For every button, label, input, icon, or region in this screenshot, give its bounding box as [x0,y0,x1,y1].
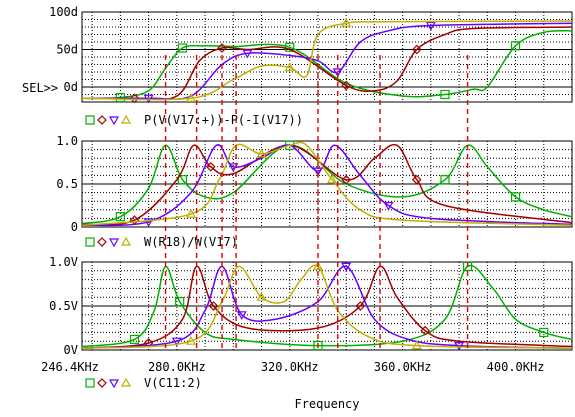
y-tick-label: 0V [64,343,78,357]
legend-label: W(R18)/W(V17) [144,235,238,249]
series-marker-3 [341,262,352,272]
series-marker-2 [411,44,422,55]
y-tick-label: 0 [71,220,78,234]
panel-frame [81,140,573,228]
selector-label: SEL>> [22,81,58,95]
series-marker-1 [510,41,521,51]
legend-label: V(C11:2) [144,376,202,390]
y-tick-label: 0.5 [56,177,78,191]
series-marker-1 [177,43,188,53]
series-marker-1 [175,297,185,307]
legend-marker-4 [120,377,132,387]
legend-marker-2 [97,237,107,247]
series-marker-2 [420,325,431,336]
series-marker-2 [341,80,352,91]
series-line-2 [81,143,573,226]
series-marker-4 [185,208,196,218]
legend-marker-2 [97,115,107,125]
series-marker-3 [143,94,154,104]
series-marker-3 [425,21,436,31]
series-marker-4 [312,261,324,270]
series-marker-3 [228,163,239,173]
series-marker-4 [185,335,196,345]
legend-marker-1 [85,115,95,125]
series-marker-2 [208,301,219,311]
series-line-3 [81,265,573,349]
panel-top: 100d 50d 0d SEL>> P(V(V17:+))-P(-I(V17)) [22,5,573,127]
series-line-3 [81,144,573,227]
series-marker-1 [539,327,549,337]
legend-marker-4 [120,236,132,246]
series-marker-1 [285,42,295,52]
series-marker-2 [205,161,216,172]
panel-middle: 1.0 0.5 0 W(R18)/W(V17) [56,134,573,249]
series-marker-1 [440,89,450,100]
series-marker-2 [411,174,422,185]
legend-marker-4 [120,114,132,124]
legend: V(C11:2) [85,376,202,390]
legend-marker-3 [108,379,120,389]
series-marker-4 [411,340,422,350]
y-tick-label: 50d [56,43,78,57]
legend-marker-3 [108,238,120,248]
y-tick-label: 100d [49,5,78,19]
series-marker-2 [355,301,366,311]
series-marker-3 [312,167,324,177]
series-marker-4 [256,148,267,158]
series-line-3 [81,22,573,100]
legend-marker-2 [97,378,107,388]
panel-frame [81,261,573,351]
series-marker-3 [236,311,247,321]
series-marker-4 [185,93,196,102]
panel-frame [81,11,573,103]
series-marker-1 [313,341,323,351]
x-tick-label: 360.0KHz [374,360,432,374]
x-tick-label: 246.4KHz [41,360,99,374]
series-line-4 [81,20,573,101]
series-marker-4 [256,291,267,301]
series-marker-2 [341,174,352,185]
legend-marker-3 [108,116,120,126]
series-marker-3 [143,218,154,228]
series-marker-1 [177,175,188,185]
y-tick-label: 0.5V [49,299,78,313]
series-line-4 [81,264,573,349]
series-marker-1 [115,212,125,222]
series-marker-2 [217,43,227,53]
series-marker-1 [440,175,450,185]
legend-marker-1 [85,378,95,388]
series-marker-1 [510,192,521,202]
series-marker-2 [129,93,140,104]
legend-marker-1 [85,237,95,247]
series-marker-1 [129,334,140,345]
series-line-1 [81,29,573,100]
x-tick-label: 400.0KHz [487,360,545,374]
y-tick-label: 1.0 [56,134,78,148]
series-marker-3 [171,337,182,347]
y-tick-label: 1.0V [49,255,78,269]
series-marker-4 [284,62,295,72]
legend: W(R18)/W(V17) [85,235,238,249]
x-axis-label: Frequency [294,397,359,411]
series-marker-4 [341,18,352,27]
x-tick-label: 320.0KHz [261,360,319,374]
series-marker-4 [327,174,338,184]
legend-label: P(V(V17:+))-P(-I(V17)) [144,113,303,127]
series-marker-3 [242,49,253,59]
legend: P(V(V17:+))-P(-I(V17)) [85,113,303,127]
series-marker-3 [383,201,394,211]
series-line-4 [81,141,573,227]
y-tick-label: 0d [64,80,78,94]
x-tick-label: 280.0KHz [148,360,206,374]
series-marker-1 [115,92,125,103]
series-line-2 [81,26,573,101]
